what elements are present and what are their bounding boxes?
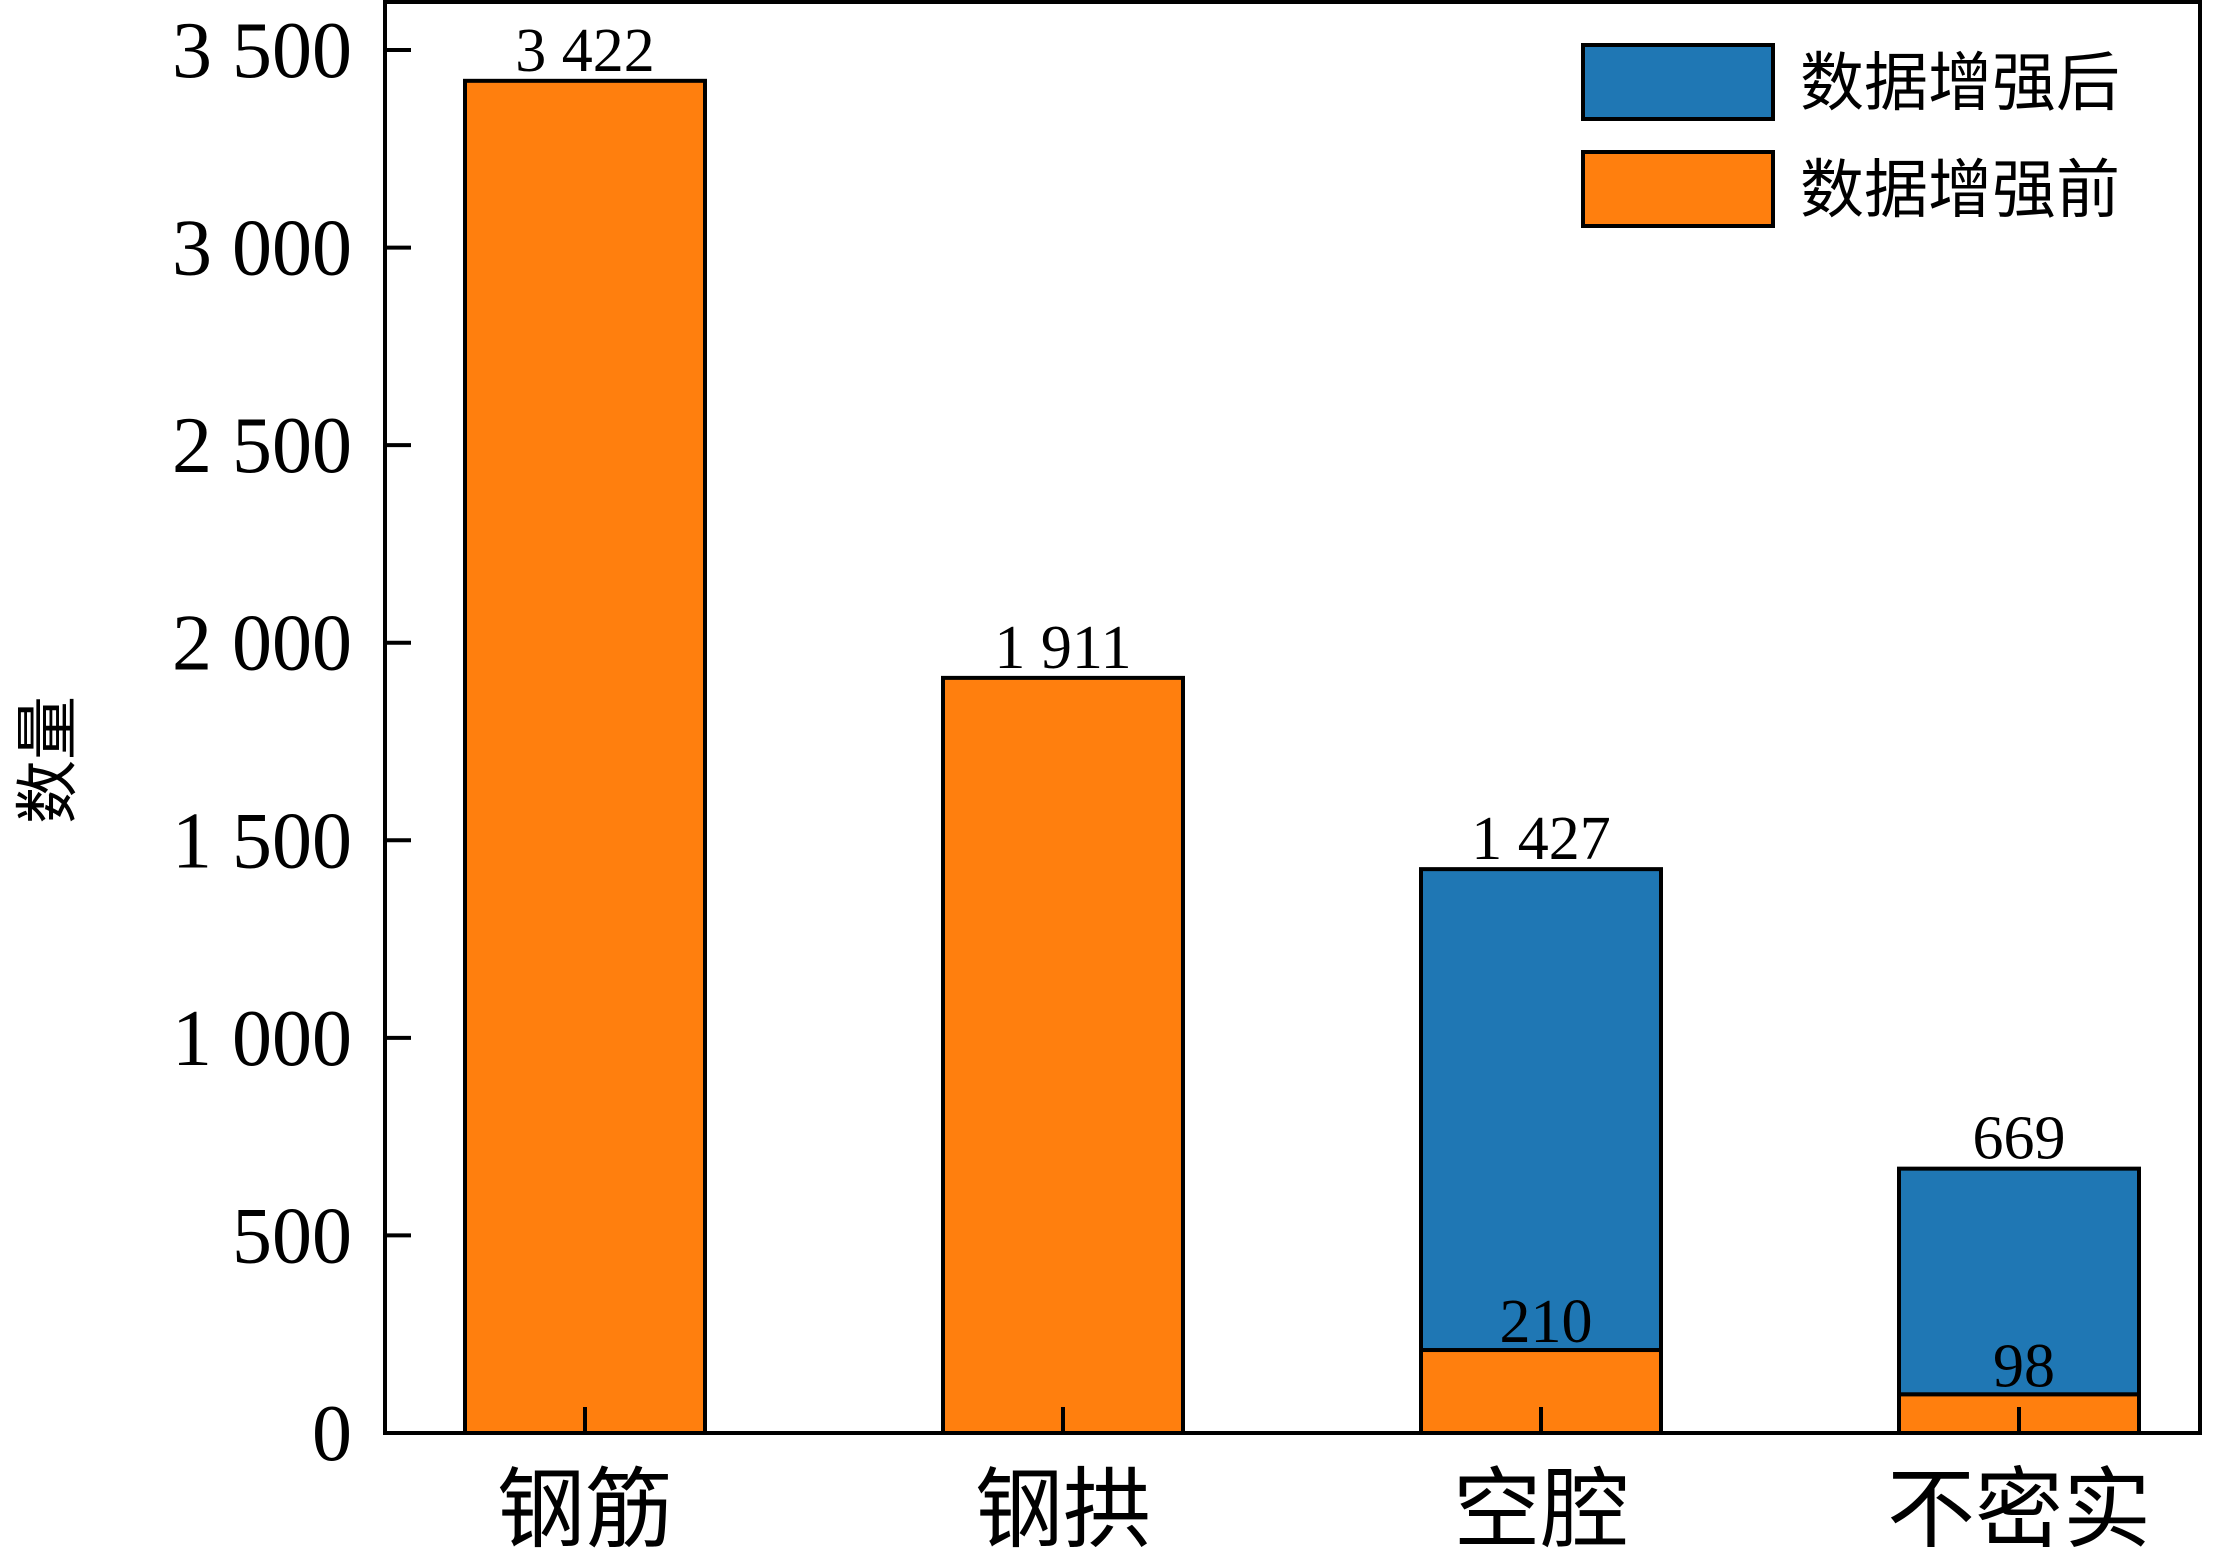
x-tick-label: 不密实 (1887, 1458, 2151, 1557)
total-value-label: 1 911 (994, 614, 1131, 682)
bar-before-1 (941, 675, 1185, 1435)
legend-swatch (1581, 150, 1775, 228)
total-value-label: 1 427 (1471, 805, 1611, 873)
y-ticks-group: 0 500 1 000 1 500 2 000 2 500 3 000 3 500 (172, 7, 411, 1478)
y-tick-label: 3 500 (172, 7, 352, 95)
y-tick-label: 1 000 (172, 995, 352, 1083)
x-tick-label: 空腔 (1453, 1458, 1629, 1557)
total-value-label: 669 (1973, 1105, 2066, 1173)
plot-frame (383, 0, 2202, 1435)
x-tick-label: 钢拱 (975, 1458, 1151, 1557)
y-tick-label: 3 000 (172, 205, 352, 293)
y-tick-label: 500 (232, 1192, 352, 1280)
bar-after-3 (1897, 1166, 2141, 1397)
bar-after-2 (1419, 867, 1663, 1353)
legend-swatch (1581, 43, 1775, 121)
legend-label: 数据增强后 (1800, 47, 2120, 121)
legend-label: 数据增强前 (1800, 154, 2120, 228)
data-labels-group: 钢筋 3 422 钢拱 1 911 空腔 1 427 210 不密实 669 98 (497, 17, 2151, 1557)
bars-group (463, 78, 2141, 1436)
y-tick-label: 0 (312, 1390, 352, 1478)
bar-before-0 (463, 78, 707, 1435)
y-tick-label: 1 500 (172, 797, 352, 885)
y-tick-label: 2 500 (172, 402, 352, 490)
x-tick-label: 钢筋 (497, 1458, 673, 1557)
total-value-label: 3 422 (515, 17, 655, 85)
y-axis-title: 数量 (12, 696, 86, 824)
y-tick-label: 2 000 (172, 600, 352, 688)
inner-value-label: 210 (1500, 1288, 1593, 1356)
inner-value-label: 98 (1993, 1332, 2055, 1400)
